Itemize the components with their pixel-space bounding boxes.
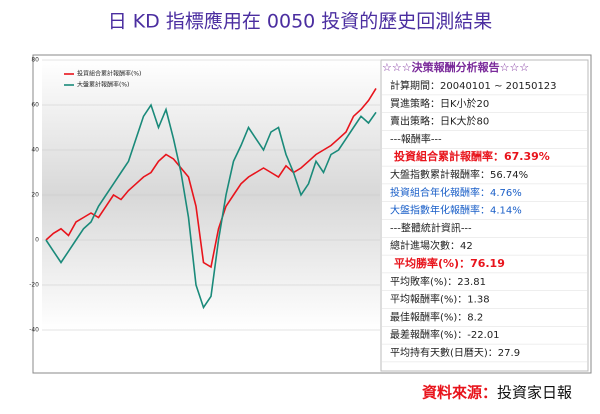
report-row: ---整體統計資訊---	[390, 221, 472, 234]
report-title: ☆☆☆決策報酬分析報告☆☆☆	[382, 60, 529, 74]
report-row: 平均報酬率(%)：1.38	[390, 293, 490, 306]
report-row: 平均勝率(%)：76.19	[394, 256, 505, 270]
legend-label: 投資組合累計報酬率(%)	[77, 70, 141, 78]
y-tick-label: 60	[31, 102, 39, 109]
report-panel	[380, 59, 589, 372]
report-row: 平均持有天數(日曆天)：27.9	[390, 346, 520, 359]
report-row: 投資組合年化報酬率：4.76%	[390, 186, 522, 199]
source: 投資家日報	[497, 384, 572, 402]
legend-label: 大盤累計報酬率(%)	[77, 81, 129, 89]
report-row: 賣出策略：日K大於80	[390, 115, 489, 128]
source-label: 資料來源：	[422, 384, 497, 402]
page-title: 日 KD 指標應用在 0050 投資的歷史回測結果	[108, 10, 493, 33]
report-row: 計算期間：20040101 ~ 20150123	[390, 79, 557, 92]
series-line	[45, 103, 377, 310]
report-row: ---報酬率---	[390, 132, 442, 145]
y-tick-label: 20	[31, 192, 39, 199]
report-row: 大盤指數年化報酬率：4.14%	[390, 204, 522, 217]
y-tick-label: 0	[35, 237, 39, 244]
report-row: 買進策略：日K小於20	[390, 97, 489, 110]
report-row: 平均敗率(%)：23.81	[390, 275, 486, 288]
y-tick-label: 80	[31, 57, 39, 64]
report-row: 投資組合累計報酬率：67.39%	[394, 149, 550, 163]
report-row: 最差報酬率(%)：-22.01	[390, 328, 500, 341]
y-tick-label: -20	[29, 282, 39, 289]
report-row: 大盤指數累計報酬率：56.74%	[390, 168, 528, 181]
report-row: 最佳報酬率(%)：8.2	[390, 310, 483, 323]
y-tick-label: -40	[29, 327, 39, 334]
series-line	[45, 87, 377, 269]
report-row: 總計進場次數：42	[390, 239, 473, 252]
y-tick-label: 40	[31, 147, 39, 154]
